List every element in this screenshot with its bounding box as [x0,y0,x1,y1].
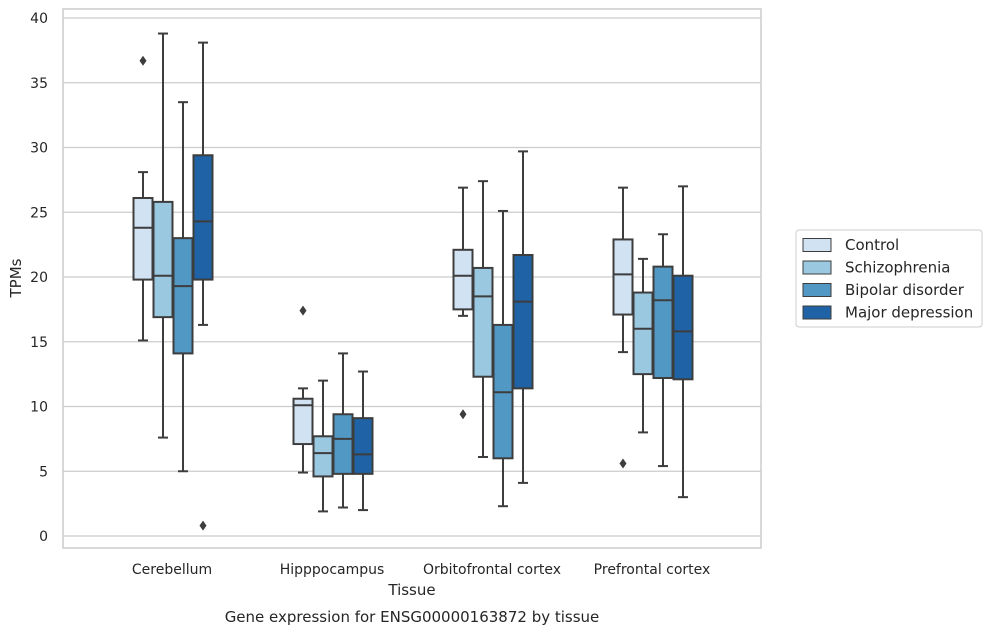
y-tick-label: 20 [30,270,48,286]
box-bipolar-disorder [492,209,514,508]
box-iqr [312,435,334,478]
legend-swatch [802,305,832,320]
outlier-point [299,305,307,316]
y-tick-label: 40 [30,11,48,27]
box-schizophrenia [152,32,174,439]
x-axis-ticks: Cerebellum Hipppocampus Orbitofrontal cort… [132,562,710,578]
box-iqr [332,413,354,475]
outlier-point [459,409,467,420]
outlier-point [619,458,627,469]
box-iqr [292,397,314,446]
box-iqr [472,266,494,378]
y-tick-label: 0 [39,529,48,545]
box-control [132,55,154,342]
y-tick-label: 5 [39,464,48,480]
outlier-point [139,55,147,66]
legend-entry-label: Major depression [845,304,973,322]
y-tick-label: 30 [30,141,48,157]
legend-frame [795,229,983,328]
y-tick-label: 25 [30,205,48,221]
box-control [452,186,474,420]
box-iqr [672,274,694,381]
box-schizophrenia [472,180,494,459]
box-control [292,305,314,474]
y-tick-label: 35 [30,76,48,92]
legend-swatch [802,238,832,252]
x-axis-label: Tissue [387,581,435,599]
box-control [612,186,634,469]
x-tick-label: Hipppocampus [280,562,385,578]
y-tick-label: 10 [30,400,48,416]
box-major-depression [192,41,214,531]
figure-caption: Gene expression for ENSG00000163872 by t… [225,608,600,626]
legend-entry-label: Control [845,236,899,254]
y-axis-ticks: 0 5 10 15 20 25 30 35 40 [30,11,48,545]
box-iqr [632,291,654,376]
x-tick-label: Prefrontal cortex [594,562,711,578]
box-major-depression [512,150,534,484]
y-tick-label: 15 [30,335,48,351]
box-iqr [652,265,674,380]
box-iqr [512,253,534,390]
box-bipolar-disorder [172,101,194,473]
x-tick-label: Cerebellum [132,562,212,578]
y-axis-label: TPMs [7,258,25,298]
box-schizophrenia [632,257,654,434]
legend-entry-label: Bipolar disorder [845,281,965,299]
box-iqr [192,154,214,281]
box-groups [132,32,694,531]
box-iqr [352,417,374,475]
legend-entry-label: Schizophrenia [845,259,950,277]
box-major-depression [672,185,694,499]
box-iqr [132,197,154,281]
box-iqr [152,200,174,319]
legend-swatch [802,260,832,275]
box-iqr [172,237,194,355]
x-tick-label: Orbitofrontal cortex [423,562,561,578]
box-iqr [452,248,474,311]
plot-frame [62,8,762,549]
box-iqr [612,238,634,316]
legend-swatch [802,283,832,297]
box-schizophrenia [312,379,334,513]
outlier-point [199,520,207,531]
box-major-depression [352,370,374,512]
box-bipolar-disorder [332,352,354,509]
box-bipolar-disorder [652,233,674,468]
legend: Control Schizophrenia Bipolar disorder Majo… [795,229,983,328]
